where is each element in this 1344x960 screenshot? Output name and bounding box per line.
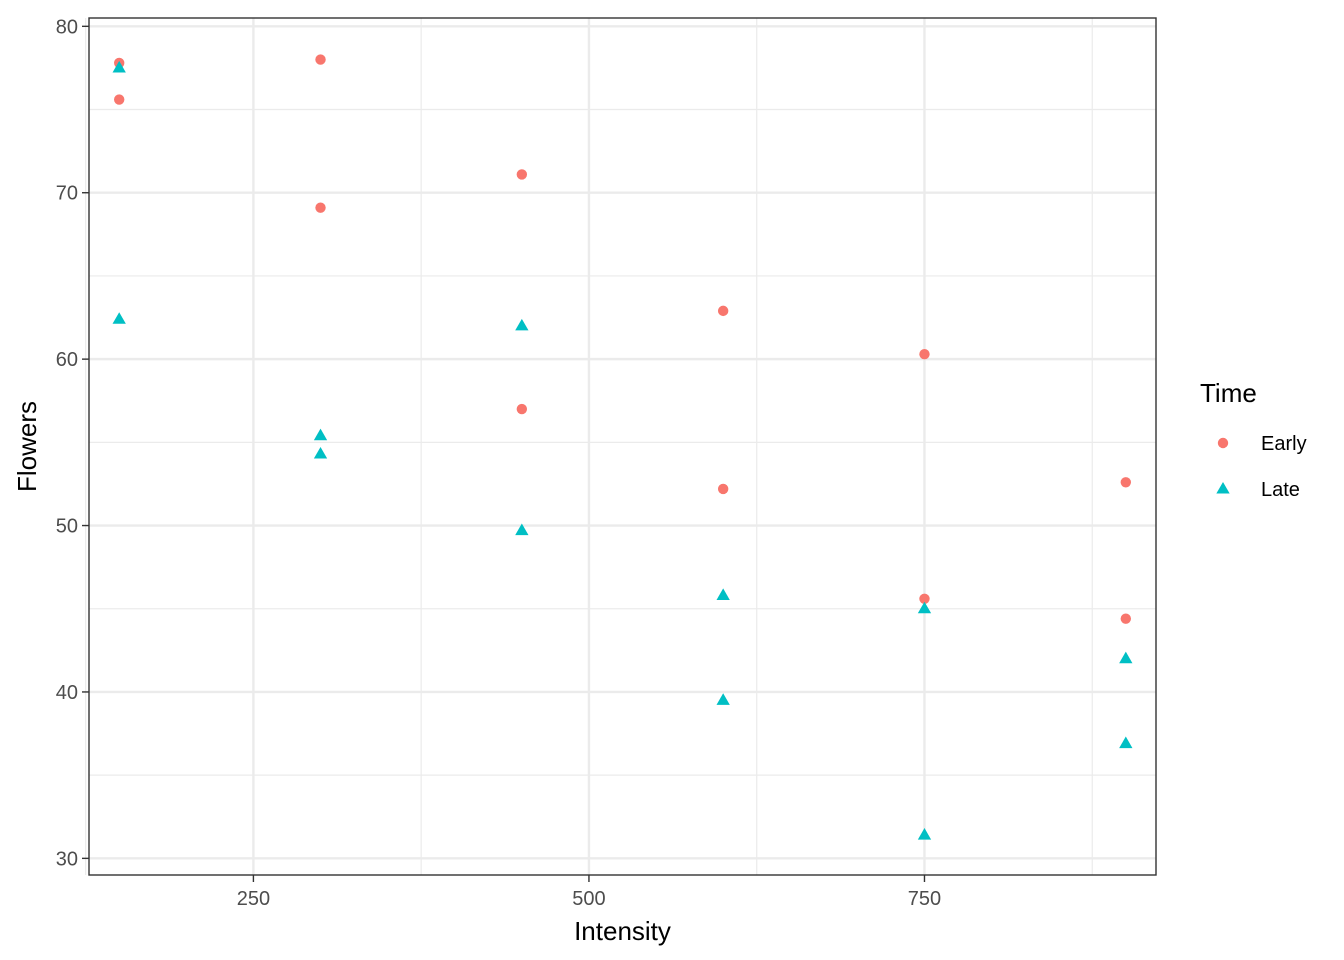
y-tick-label: 70 — [56, 183, 78, 205]
point-early — [1120, 613, 1132, 624]
data-points — [112, 54, 1133, 840]
point-late — [917, 828, 932, 840]
y-axis-title: Flowers — [12, 401, 42, 492]
y-tick-label: 40 — [56, 682, 78, 704]
point-early — [516, 403, 528, 415]
major-grid — [89, 18, 1156, 875]
point-early — [113, 94, 125, 105]
point-early — [717, 483, 729, 495]
x-axis: 250 500 750 — [237, 875, 941, 910]
point-early — [315, 54, 326, 65]
x-tick-label: 750 — [908, 888, 941, 910]
x-tick-label: 500 — [572, 888, 605, 910]
y-tick-label: 30 — [56, 848, 78, 870]
legend-key-late — [1216, 482, 1230, 494]
point-late — [1119, 651, 1133, 664]
y-tick-label: 80 — [56, 16, 78, 38]
point-late — [313, 446, 328, 459]
point-early — [919, 348, 930, 360]
point-late — [515, 523, 529, 536]
legend: Time Early Late — [1200, 378, 1307, 501]
y-tick-label: 60 — [56, 349, 78, 371]
legend-key-early — [1217, 437, 1229, 449]
point-late — [515, 318, 529, 331]
panel-border — [88, 17, 1157, 876]
minor-grid — [85, 18, 1156, 875]
legend-label-late: Late — [1261, 479, 1300, 501]
x-tick-label: 250 — [237, 888, 270, 910]
point-early — [919, 593, 930, 604]
point-late — [112, 60, 126, 73]
point-early — [516, 169, 528, 180]
point-late — [917, 601, 932, 614]
point-early — [315, 202, 326, 213]
point-early — [1120, 477, 1132, 488]
point-late — [1119, 736, 1133, 749]
point-late — [716, 588, 730, 600]
legend-label-early: Early — [1261, 433, 1307, 455]
point-early — [717, 305, 729, 317]
point-late — [313, 428, 328, 441]
x-axis-title: Intensity — [574, 916, 671, 946]
y-axis: 30 40 50 60 70 80 — [56, 16, 89, 870]
y-tick-label: 50 — [56, 516, 78, 538]
legend-title: Time — [1200, 378, 1257, 408]
point-late — [716, 693, 730, 705]
point-late — [112, 312, 126, 324]
